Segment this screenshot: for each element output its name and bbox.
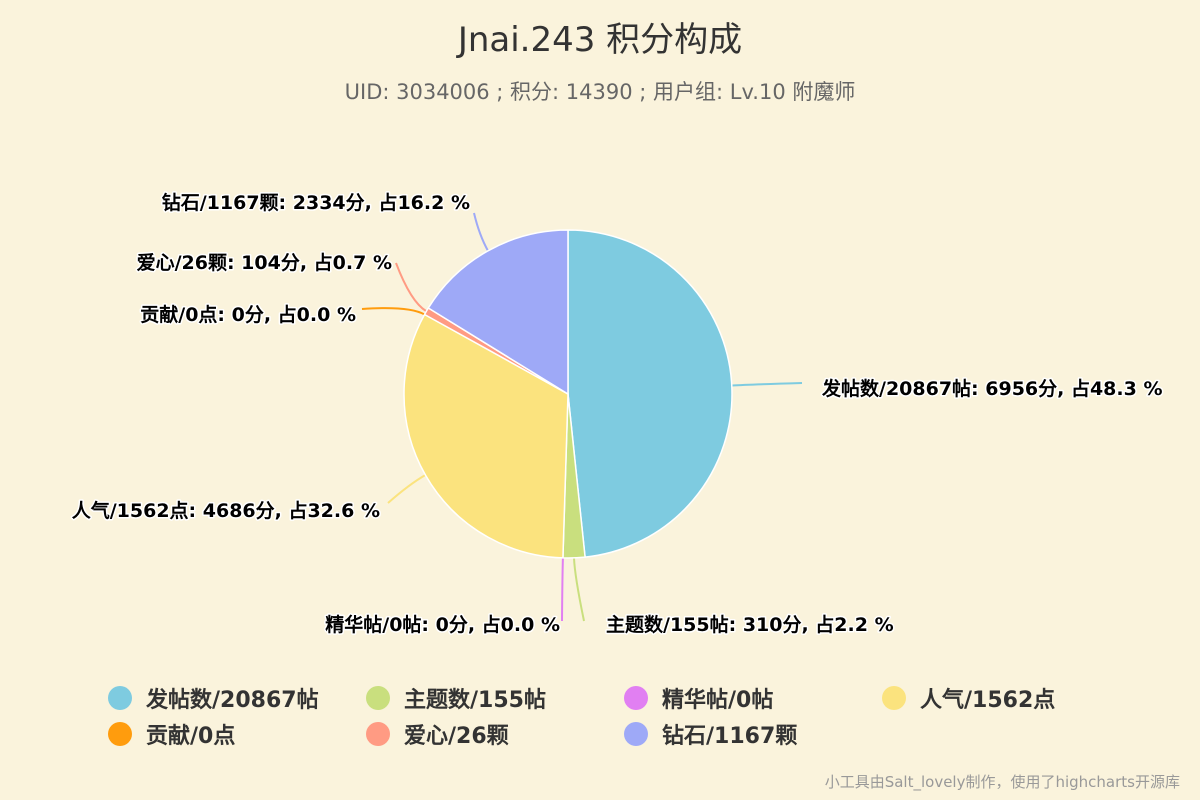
slice-4-data-label: 人气/1562点: 4686分, 占32.6 % [72,499,380,522]
slice-1-wedge[interactable] [567,229,733,558]
legend-label: 主题数/155帖 [404,688,546,713]
chart-subtitle: UID: 3034006 ; 积分: 14390 ; 用户组: Lv.10 附魔… [344,80,856,104]
legend-swatch-icon [882,686,906,710]
legend-swatch-icon [624,722,648,746]
legend-label: 精华帖/0帖 [662,688,774,713]
legend-label: 人气/1562点 [920,688,1056,713]
slice-1-connector [731,382,803,387]
chart-title: Jnai.243 积分构成 [457,20,743,60]
legend-swatch-icon [108,722,132,746]
legend-item-3[interactable]: 精华帖/0帖 [624,684,882,713]
legend-item-1[interactable]: 发帖数/20867帖 [108,684,366,713]
legend-item-5[interactable]: 贡献/0点 [108,720,366,749]
legend-label: 发帖数/20867帖 [146,688,319,713]
legend-item-2[interactable]: 主题数/155帖 [366,684,624,713]
slice-5-data-label: 贡献/0点: 0分, 占0.0 % [140,303,356,326]
legend-label: 钻石/1167颗 [662,724,798,749]
slice-7-wedge[interactable] [427,229,569,395]
slice-7-data-label: 钻石/1167颗: 2334分, 占16.2 % [162,191,470,214]
slice-3-connector [561,557,564,622]
slice-1-data-label: 发帖数/20867帖: 6956分, 占48.3 % [821,377,1163,400]
chart-legend: 发帖数/20867帖 主题数/155帖 精华帖/0帖 人气/1562点贡献/0点 爱心/… [108,684,1108,749]
slice-5-connector [361,307,426,316]
legend-item-7[interactable]: 钻石/1167颗 [624,720,882,749]
legend-item-4[interactable]: 人气/1562点 [882,684,1108,713]
slice-4-connector [387,474,426,504]
slice-2-connector [573,557,585,622]
legend-item-6[interactable]: 爱心/26颗 [366,720,624,749]
slice-3-data-label: 精华帖/0帖: 0分, 占0.0 % [325,613,560,636]
legend-swatch-icon [108,686,132,710]
legend-swatch-icon [366,722,390,746]
slice-6-connector [395,262,427,313]
legend-label: 爱心/26颗 [404,724,509,749]
slice-2-data-label: 主题数/155帖: 310分, 占2.2 % [606,613,894,636]
slice-7-connector [473,212,489,252]
legend-swatch-icon [624,686,648,710]
legend-swatch-icon [366,686,390,710]
slice-6-data-label: 爱心/26颗: 104分, 占0.7 % [137,251,392,274]
legend-label: 贡献/0点 [146,724,236,749]
credits-text[interactable]: 小工具由Salt_lovely制作，使用了highcharts开源库 [824,773,1180,791]
slice-4-wedge[interactable] [403,313,569,559]
